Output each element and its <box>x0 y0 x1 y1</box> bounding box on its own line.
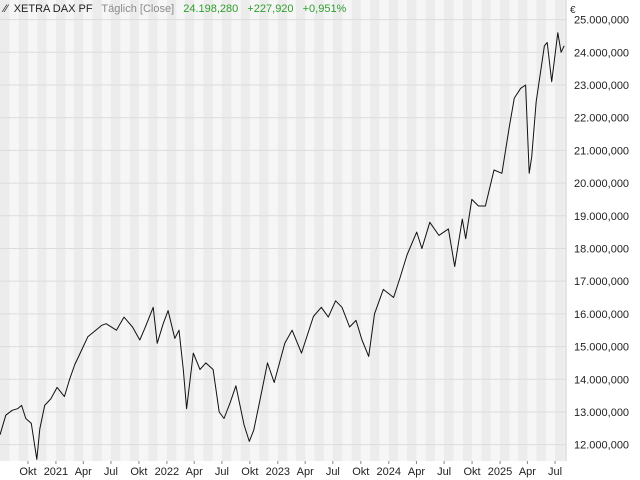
x-tick-label: Jul <box>326 466 340 478</box>
y-tick-label: 13.000,000 <box>574 407 629 419</box>
month-band <box>18 0 28 461</box>
y-tick-label: 20.000,000 <box>574 178 629 190</box>
y-tick-label: 24.000,000 <box>574 47 629 59</box>
y-axis-ticks: 12.000,000 13.000,000 14.000,000 15.000,000… <box>574 15 629 452</box>
x-tick-label: Jul <box>548 466 562 478</box>
y-tick-label: 19.000,000 <box>574 211 629 223</box>
month-band <box>370 0 380 461</box>
month-band <box>73 0 84 461</box>
last-price: 24.198,280 <box>183 3 239 15</box>
x-tick-label: 2022 <box>155 466 179 478</box>
y-tick-label: 14.000,000 <box>574 374 629 386</box>
frequency-label: Täglich [Close] <box>101 3 175 15</box>
y-tick-label: 23.000,000 <box>574 80 629 92</box>
month-band <box>129 0 139 461</box>
x-tick-label: Apr <box>297 466 314 478</box>
y-tick-label: 25.000,000 <box>574 15 629 27</box>
y-tick-label: 21.000,000 <box>574 145 629 157</box>
month-band <box>295 0 306 461</box>
symbol-name: XETRA DAX PF <box>13 3 93 15</box>
month-band <box>184 0 195 461</box>
month-band <box>388 0 399 461</box>
x-tick-label: Okt <box>130 466 147 478</box>
x-tick-label: Jul <box>104 466 118 478</box>
x-tick-label: 2025 <box>488 466 512 478</box>
month-band <box>517 0 528 461</box>
x-tick-label: Jul <box>215 466 229 478</box>
y-tick-label: 22.000,000 <box>574 113 629 125</box>
month-band <box>110 0 121 461</box>
x-tick-label: 2021 <box>44 466 68 478</box>
y-tick-label: 18.000,000 <box>574 243 629 255</box>
month-band <box>500 0 510 461</box>
x-tick-label: 2023 <box>266 466 290 478</box>
month-band <box>92 0 102 461</box>
month-band <box>203 0 213 461</box>
month-band <box>37 0 47 461</box>
month-band <box>0 0 10 461</box>
chart-header: ⁄⁄ XETRA DAX PF Täglich [Close] 24.198,28… <box>4 3 352 15</box>
line-chart-icon: ⁄⁄ <box>4 3 8 15</box>
x-tick-label: Apr <box>75 466 92 478</box>
y-tick-label: 17.000,000 <box>574 276 629 288</box>
month-band <box>407 0 417 461</box>
month-band <box>148 0 158 461</box>
month-band <box>351 0 361 461</box>
currency-label: € <box>570 5 576 16</box>
month-band <box>481 0 491 461</box>
month-band <box>277 0 288 461</box>
price-series <box>0 32 565 460</box>
month-band <box>55 0 66 461</box>
y-tick-label: 12.000,000 <box>574 440 629 452</box>
month-band <box>221 0 232 461</box>
x-tick-label: Okt <box>352 466 369 478</box>
x-tick-label: Okt <box>241 466 258 478</box>
x-tick-label: Apr <box>186 466 203 478</box>
price-change: +227,920 <box>247 3 294 15</box>
grid-lines <box>0 19 566 446</box>
y-tick-label: 16.000,000 <box>574 309 629 321</box>
x-tick-label: Okt <box>464 466 481 478</box>
month-band <box>259 0 269 461</box>
month-band <box>166 0 177 461</box>
month-band <box>240 0 250 461</box>
x-tick-label: Jul <box>437 466 451 478</box>
x-tick-label: 2024 <box>377 466 401 478</box>
x-tick-label: Apr <box>408 466 425 478</box>
month-band <box>425 0 435 461</box>
month-band <box>462 0 473 461</box>
x-tick-label: Apr <box>519 466 536 478</box>
month-band <box>314 0 324 461</box>
month-band <box>536 0 546 461</box>
x-tick-label: Okt <box>19 466 36 478</box>
price-change-percent: +0,951% <box>302 3 347 15</box>
month-band <box>555 0 565 461</box>
x-axis-ticks: Okt 2021 Apr Jul Okt 2022 Apr Jul Okt 2023 Apr Jul O… <box>19 461 562 478</box>
month-band <box>332 0 343 461</box>
price-line <box>0 32 565 460</box>
y-tick-label: 15.000,000 <box>574 342 629 354</box>
